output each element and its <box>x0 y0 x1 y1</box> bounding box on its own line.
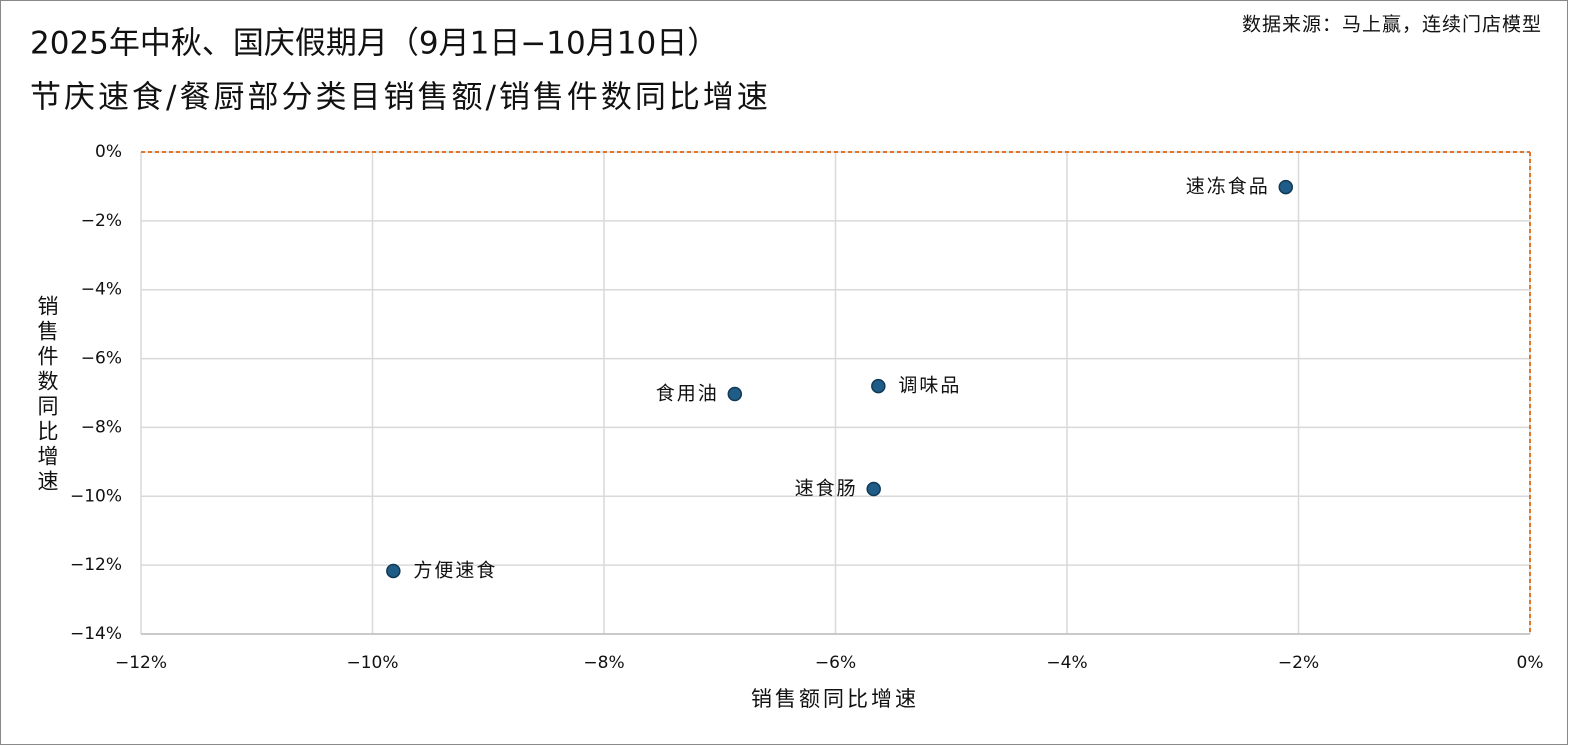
x-tick-label: 0% <box>1517 653 1544 673</box>
y-tick-label: −4% <box>81 280 122 300</box>
y-tick-label: −12% <box>70 555 122 575</box>
point-label: 速冻食品 <box>1186 176 1270 198</box>
point <box>1278 179 1294 195</box>
point-label: 调味品 <box>898 375 961 397</box>
y-tick-label: −10% <box>70 486 122 506</box>
point <box>727 386 743 402</box>
x-tick-label: −2% <box>1278 653 1319 673</box>
x-tick-label: −8% <box>583 653 624 673</box>
x-tick-label: −12% <box>115 653 167 673</box>
y-axis-label: 销售件数同比增速 <box>35 295 59 495</box>
y-tick-label: 0% <box>95 142 122 162</box>
chart-subtitle: 节庆速食/餐厨部分类目销售额/销售件数同比增速 <box>30 80 771 116</box>
y-tick-label: −6% <box>81 349 122 369</box>
x-axis-label: 销售额同比增速 <box>751 687 919 711</box>
point <box>386 563 401 579</box>
point <box>866 481 881 497</box>
point <box>871 378 886 394</box>
point-label: 食用油 <box>656 383 719 405</box>
source: 数据来源：马上赢，连续门店模型 <box>1242 14 1542 36</box>
x-tick-label: −6% <box>815 653 856 673</box>
x-tick-label: −10% <box>346 653 398 673</box>
x-tick-label: −4% <box>1046 653 1087 673</box>
point-label: 方便速食 <box>413 559 497 581</box>
y-tick-label: −14% <box>70 624 122 644</box>
chart-title: 2025年中秋、国庆假期月（9月1日−10月10日） <box>30 26 718 62</box>
y-tick-label: −2% <box>81 211 122 231</box>
point-label: 速食肠 <box>795 478 858 500</box>
y-tick-label: −8% <box>81 417 122 437</box>
